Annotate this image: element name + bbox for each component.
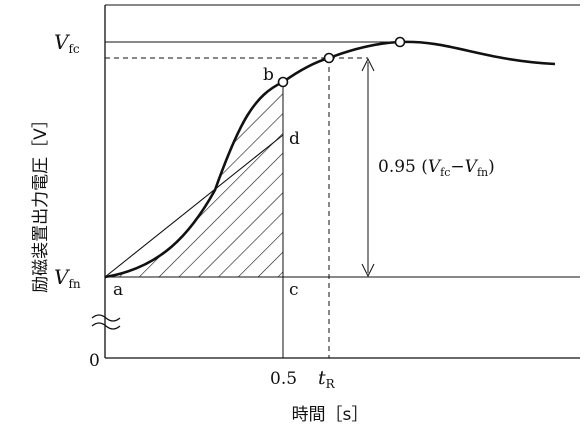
point-c-label: c [289, 280, 299, 300]
point-tr-marker [323, 52, 335, 64]
point-b-label: b [263, 65, 274, 85]
zero-label: 0 [89, 351, 100, 371]
vfc-label: Vfc [54, 30, 80, 56]
x-axis-title: 時間［s］ [292, 405, 369, 425]
axis-break-mark [91, 314, 121, 330]
range-annotation: 0.95 (Vfc−Vfn) [378, 157, 495, 179]
y-axis-title: 励磁装置出力電圧［V］ [31, 111, 51, 293]
point-a-label: a [113, 280, 123, 300]
vfn-label: Vfn [54, 265, 81, 291]
tr-label: tR [318, 367, 336, 391]
t05-label: 0.5 [270, 369, 297, 389]
point-d-label: d [289, 129, 300, 149]
peak-marker [394, 36, 406, 48]
range-arrow-head-top [361, 57, 375, 72]
line-a-to-d [104, 134, 284, 278]
hatched-area [105, 82, 283, 277]
voltage-response-curve [104, 40, 556, 279]
point-b-marker [277, 76, 289, 88]
range-arrow-head-bottom [361, 263, 375, 278]
